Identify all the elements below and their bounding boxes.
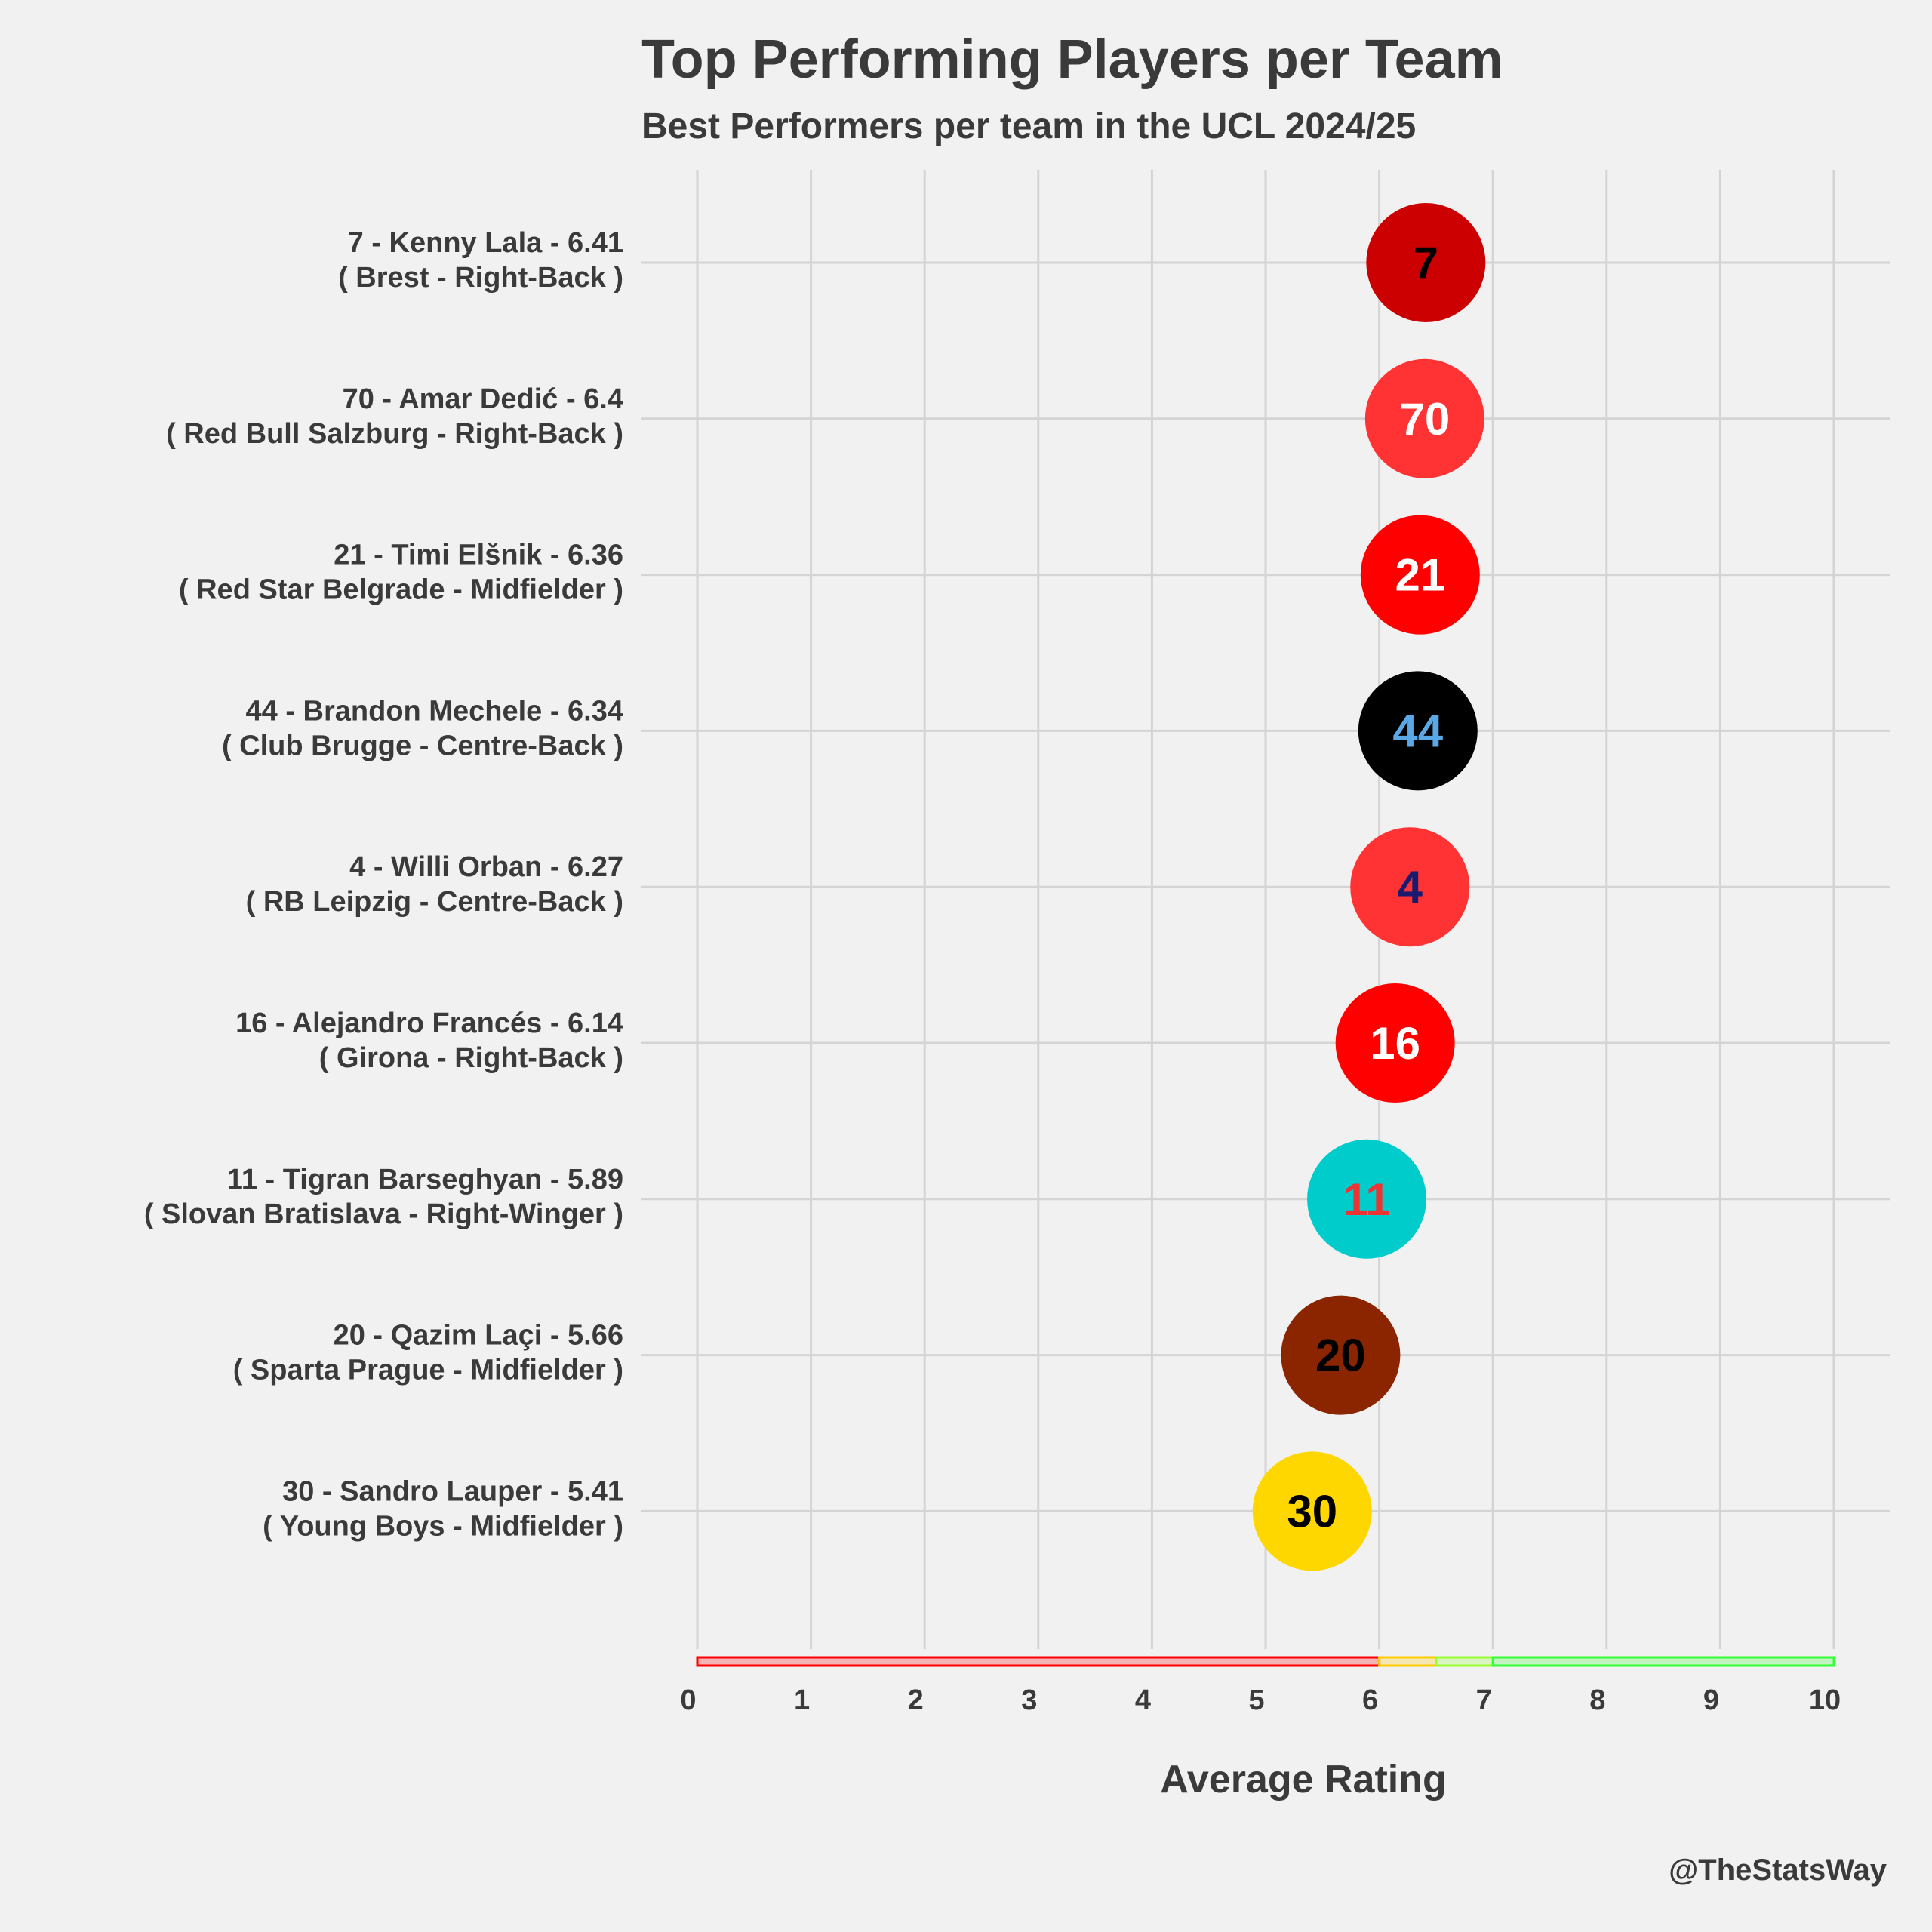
- player-dot-number-44: 44: [1392, 706, 1443, 756]
- player-label-7-line2: ( Brest - Right-Back ): [338, 262, 623, 294]
- x-tick-label-0: 0: [680, 1684, 696, 1716]
- player-labels: 7 - Kenny Lala - 6.41( Brest - Right-Bac…: [144, 227, 623, 1542]
- player-label-44-line2: ( Club Brugge - Centre-Back ): [222, 730, 623, 761]
- player-dot-number-7: 7: [1414, 238, 1438, 288]
- player-dot-7: [1366, 203, 1486, 322]
- x-tick-label-7: 7: [1476, 1684, 1492, 1716]
- player-dot-16: [1335, 983, 1455, 1103]
- x-axis-title: Average Rating: [1160, 1758, 1447, 1801]
- player-dot-number-20: 20: [1315, 1331, 1366, 1381]
- x-tick-label-10: 10: [1809, 1684, 1841, 1716]
- player-label-70-line2: ( Red Bull Salzburg - Right-Back ): [166, 418, 623, 450]
- player-dot-70: [1364, 358, 1484, 478]
- player-dot-number-16: 16: [1370, 1018, 1420, 1069]
- player-dot-number-30: 30: [1287, 1486, 1337, 1537]
- player-dot-4: [1350, 827, 1470, 947]
- player-label-20-line2: ( Sparta Prague - Midfielder ): [233, 1355, 623, 1386]
- player-label-4-line1: 4 - Willi Orban - 6.27: [349, 851, 623, 883]
- player-label-16-line2: ( Girona - Right-Back ): [319, 1042, 623, 1074]
- player-dot-number-21: 21: [1395, 550, 1445, 601]
- player-dot-30: [1252, 1451, 1372, 1571]
- credit-text: @TheStatsWay: [1669, 1854, 1887, 1887]
- player-label-30-line2: ( Young Boys - Midfielder ): [263, 1510, 623, 1542]
- player-dot-44: [1358, 671, 1478, 791]
- rating-band-2: [1435, 1656, 1494, 1667]
- player-dot-number-11: 11: [1343, 1174, 1390, 1225]
- x-axis-ticks: 0 1 2 3 4 5 6 7 8 9 10: [680, 1684, 1841, 1716]
- x-tick-label-2: 2: [908, 1684, 924, 1716]
- x-tick-label-6: 6: [1362, 1684, 1378, 1716]
- x-tick-label-3: 3: [1021, 1684, 1037, 1716]
- player-label-20-line1: 20 - Qazim Laçi - 5.66: [334, 1320, 623, 1352]
- player-label-70-line1: 70 - Amar Dedić - 6.4: [343, 383, 623, 415]
- x-tick-label-5: 5: [1248, 1684, 1264, 1716]
- chart-subtitle: Best Performers per team in the UCL 2024…: [641, 106, 1417, 146]
- x-tick-label-1: 1: [794, 1684, 810, 1716]
- player-dot-number-70: 70: [1399, 394, 1450, 445]
- player-dot-20: [1281, 1295, 1401, 1415]
- player-label-7-line1: 7 - Kenny Lala - 6.41: [348, 227, 623, 259]
- player-dot-11: [1307, 1139, 1427, 1259]
- player-dot-21: [1360, 515, 1480, 635]
- x-tick-label-4: 4: [1135, 1684, 1151, 1716]
- player-label-30-line1: 30 - Sandro Lauper - 5.41: [282, 1475, 623, 1507]
- x-tick-label-9: 9: [1703, 1684, 1719, 1716]
- player-label-4-line2: ( RB Leipzig - Centre-Back ): [246, 886, 623, 918]
- x-tick-label-8: 8: [1589, 1684, 1605, 1716]
- grid-lines: [641, 170, 1890, 1649]
- rating-band-0: [696, 1656, 1381, 1667]
- rating-scale-bar: [696, 1656, 1835, 1667]
- player-dot-number-4: 4: [1398, 862, 1423, 912]
- player-label-21-line1: 21 - Timi Elšnik - 6.36: [334, 540, 623, 571]
- player-label-11-line2: ( Slovan Bratislava - Right-Winger ): [144, 1198, 623, 1230]
- chart-title: Top Performing Players per Team: [641, 29, 1503, 90]
- rating-band-3: [1491, 1656, 1835, 1667]
- player-label-16-line1: 16 - Alejandro Francés - 6.14: [235, 1008, 623, 1039]
- rating-band-1: [1378, 1656, 1438, 1667]
- player-label-21-line2: ( Red Star Belgrade - Midfielder ): [179, 574, 623, 606]
- player-label-44-line1: 44 - Brandon Mechele - 6.34: [246, 695, 624, 727]
- player-label-11-line1: 11 - Tigran Barseghyan - 5.89: [227, 1164, 623, 1195]
